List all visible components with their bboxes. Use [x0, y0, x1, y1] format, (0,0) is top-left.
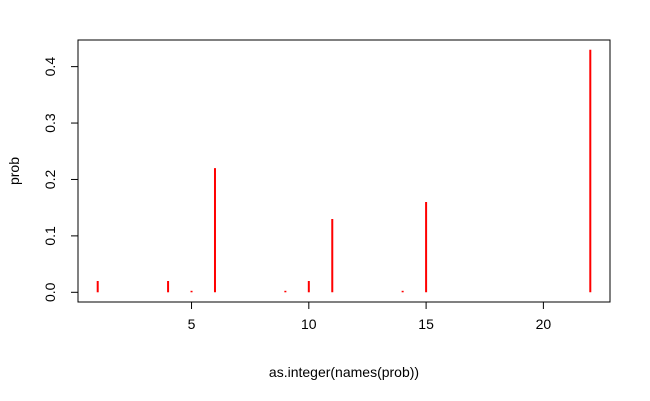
y-tick-label-0: 0.0: [42, 282, 58, 302]
x-axis-label: as.integer(names(prob)): [269, 364, 419, 380]
x-tick-label-20: 20: [536, 316, 552, 332]
x-axis: 5 10 15 20: [188, 301, 552, 332]
x-tick-label-5: 5: [188, 316, 196, 332]
y-tick-label-3: 0.3: [42, 113, 58, 133]
x-tick-label-15: 15: [418, 316, 434, 332]
y-tick-label-2: 0.2: [42, 170, 58, 190]
y-tick-label-4: 0.4: [42, 57, 58, 77]
plot-frame: [77, 39, 611, 303]
y-axis-label: prob: [6, 157, 22, 185]
y-axis: 0.0 0.1 0.2 0.3 0.4: [42, 57, 79, 302]
y-tick-label-1: 0.1: [42, 226, 58, 246]
spike-series: [96, 49, 592, 293]
x-tick-label-10: 10: [301, 316, 317, 332]
